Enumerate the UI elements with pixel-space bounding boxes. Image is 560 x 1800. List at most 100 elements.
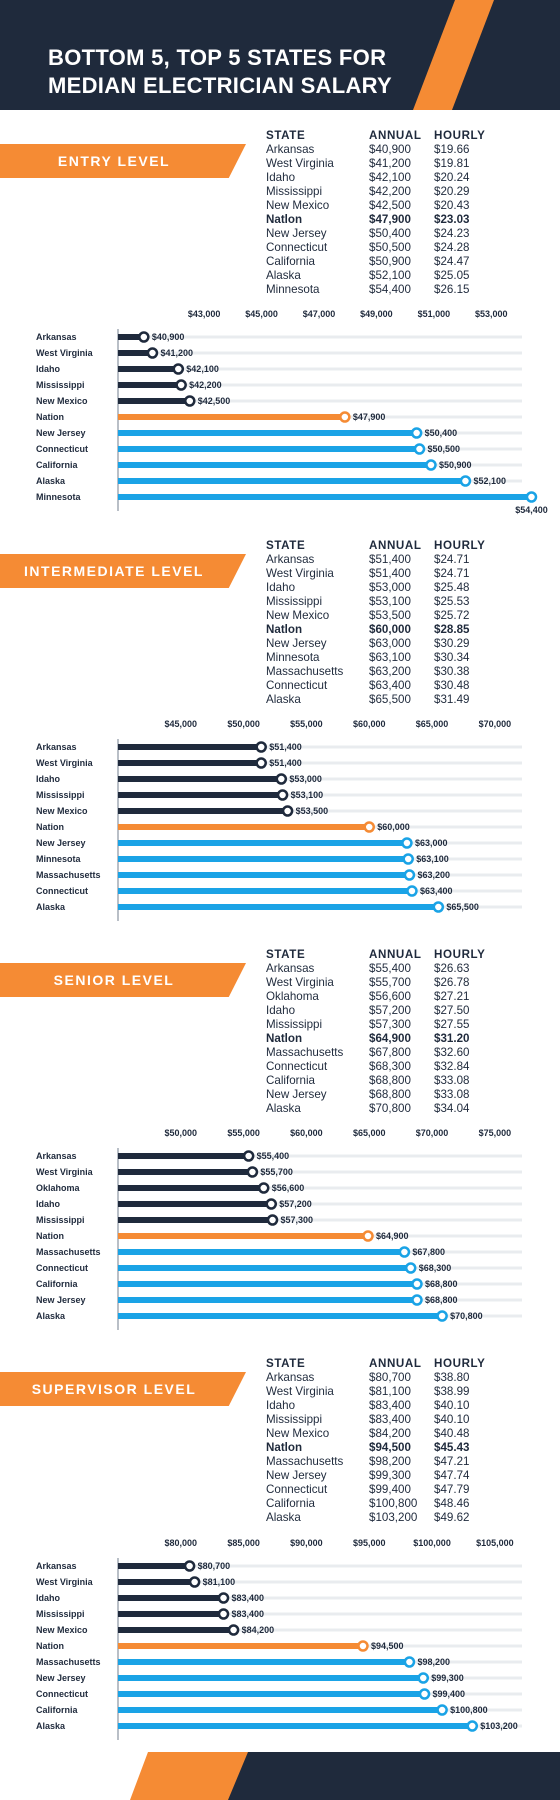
hourly-cell: $40.10 bbox=[434, 1413, 470, 1426]
annual-cell: $42,100 bbox=[369, 171, 411, 184]
table-header-row: STATE ANNUAL HOURLY bbox=[266, 1357, 494, 1371]
annual-cell: $47,900 bbox=[369, 213, 411, 226]
annual-column-header: ANNUAL bbox=[369, 1357, 422, 1370]
value-label: $99,300 bbox=[431, 1673, 464, 1683]
bar bbox=[118, 1595, 224, 1601]
x-tick-label: $53,000 bbox=[475, 309, 508, 319]
table-row: California $100,800 $48.46 bbox=[266, 1497, 494, 1511]
value-label: $83,400 bbox=[232, 1593, 265, 1603]
category-label: West Virginia bbox=[36, 1167, 94, 1177]
annual-cell: $50,500 bbox=[369, 241, 411, 254]
value-label: $67,800 bbox=[412, 1247, 445, 1257]
value-label: $50,500 bbox=[428, 444, 461, 454]
state-cell: New Jersey bbox=[266, 1469, 327, 1482]
bar-end-marker bbox=[418, 1688, 431, 1700]
bar-end-marker bbox=[255, 757, 267, 769]
bar-end-marker bbox=[525, 491, 538, 503]
x-tick-label: $95,000 bbox=[353, 1538, 386, 1548]
category-label: New Jersey bbox=[36, 428, 86, 438]
bar bbox=[118, 1723, 473, 1729]
bar-end-marker bbox=[175, 379, 187, 391]
category-label: New Mexico bbox=[36, 806, 88, 816]
hourly-cell: $25.72 bbox=[434, 609, 470, 622]
annual-cell: $70,800 bbox=[369, 1102, 411, 1115]
value-label: $57,300 bbox=[281, 1215, 314, 1225]
table-row: Connecticut $63,400 $30.48 bbox=[266, 679, 494, 693]
bar bbox=[118, 398, 190, 404]
bar-track bbox=[118, 1170, 522, 1174]
annual-cell: $51,400 bbox=[369, 553, 411, 566]
hourly-cell: $30.34 bbox=[434, 651, 470, 664]
bar-end-marker bbox=[265, 1198, 278, 1210]
value-label: $52,100 bbox=[473, 476, 506, 486]
bar-end-marker bbox=[410, 427, 423, 439]
annual-cell: $100,800 bbox=[369, 1497, 418, 1510]
table-row: Connecticut $99,400 $47.79 bbox=[266, 1483, 494, 1497]
state-cell: West Virginia bbox=[266, 976, 334, 989]
bar-track bbox=[118, 1564, 522, 1568]
category-label: Alaska bbox=[36, 476, 66, 486]
bar bbox=[118, 1643, 363, 1649]
value-label: $51,400 bbox=[269, 742, 302, 752]
x-tick-label: $65,000 bbox=[416, 719, 449, 729]
state-cell: Connecticut bbox=[266, 1483, 328, 1496]
annual-cell: $94,500 bbox=[369, 1441, 411, 1454]
annual-column-header: ANNUAL bbox=[369, 539, 422, 552]
annual-cell: $63,100 bbox=[369, 651, 411, 664]
bar-track bbox=[118, 1580, 522, 1584]
bar bbox=[118, 1691, 425, 1697]
hourly-cell: $30.29 bbox=[434, 637, 470, 650]
state-cell: Alaska bbox=[266, 1102, 301, 1115]
state-cell: Idaho bbox=[266, 1399, 296, 1412]
bar-end-marker bbox=[266, 1214, 279, 1226]
value-label: $63,200 bbox=[417, 870, 450, 880]
annual-cell: $52,100 bbox=[369, 269, 411, 282]
value-label: $55,400 bbox=[257, 1151, 290, 1161]
value-label: $56,600 bbox=[272, 1183, 305, 1193]
bar-end-marker bbox=[402, 853, 414, 865]
annual-cell: $67,800 bbox=[369, 1046, 411, 1059]
category-label: Mississippi bbox=[36, 790, 85, 800]
table-row: Mississippi $42,200 $20.29 bbox=[266, 185, 494, 199]
table-row: Alaska $52,100 $25.05 bbox=[266, 269, 494, 283]
table-row: New Mexico $42,500 $20.43 bbox=[266, 199, 494, 213]
bar-track bbox=[118, 777, 522, 781]
state-cell: West Virginia bbox=[266, 567, 334, 580]
hourly-column-header: HOURLY bbox=[434, 1357, 486, 1370]
bar bbox=[118, 1265, 411, 1271]
state-cell: Mississippi bbox=[266, 185, 323, 198]
state-cell: Natlon bbox=[266, 1441, 303, 1454]
hourly-cell: $23.03 bbox=[434, 213, 470, 226]
annual-cell: $68,800 bbox=[369, 1088, 411, 1101]
state-column-header: STATE bbox=[266, 948, 306, 961]
bar-track bbox=[118, 1596, 522, 1600]
bar bbox=[118, 760, 262, 766]
state-cell: Arkansas bbox=[266, 1371, 315, 1384]
category-label: Alaska bbox=[36, 1311, 66, 1321]
table-row: Minnesota $54,400 $26.15 bbox=[266, 283, 494, 297]
annual-cell: $98,200 bbox=[369, 1455, 411, 1468]
state-cell: Massachusetts bbox=[266, 1455, 344, 1468]
bar-track bbox=[118, 809, 522, 813]
title-line-2: MEDIAN ELECTRICIAN SALARY bbox=[48, 73, 393, 98]
table-row: Mississippi $53,100 $25.53 bbox=[266, 595, 494, 609]
salary-table: STATE ANNUAL HOURLY Arkansas $40,900 $19.66 We… bbox=[266, 129, 494, 297]
table-row: Alaska $65,500 $31.49 bbox=[266, 693, 494, 707]
category-label: Massachusetts bbox=[36, 870, 101, 880]
section-label-bar: SUPERVISOR LEVEL bbox=[0, 1372, 246, 1406]
x-tick-label: $65,000 bbox=[353, 1128, 386, 1138]
category-label: Idaho bbox=[36, 1593, 61, 1603]
table-row: Mississippi $57,300 $27.55 bbox=[266, 1018, 494, 1032]
category-label: West Virginia bbox=[36, 1577, 94, 1587]
value-label: $83,400 bbox=[232, 1609, 265, 1619]
value-label: $68,800 bbox=[425, 1279, 458, 1289]
bar-end-marker bbox=[403, 869, 416, 881]
state-cell: Connecticut bbox=[266, 1060, 328, 1073]
value-label: $98,200 bbox=[417, 1657, 450, 1667]
bar bbox=[118, 872, 410, 878]
bar bbox=[118, 856, 409, 862]
category-label: California bbox=[36, 1279, 79, 1289]
value-label: $65,500 bbox=[446, 902, 479, 912]
state-cell: Oklahoma bbox=[266, 990, 319, 1003]
value-label: $50,400 bbox=[425, 428, 458, 438]
